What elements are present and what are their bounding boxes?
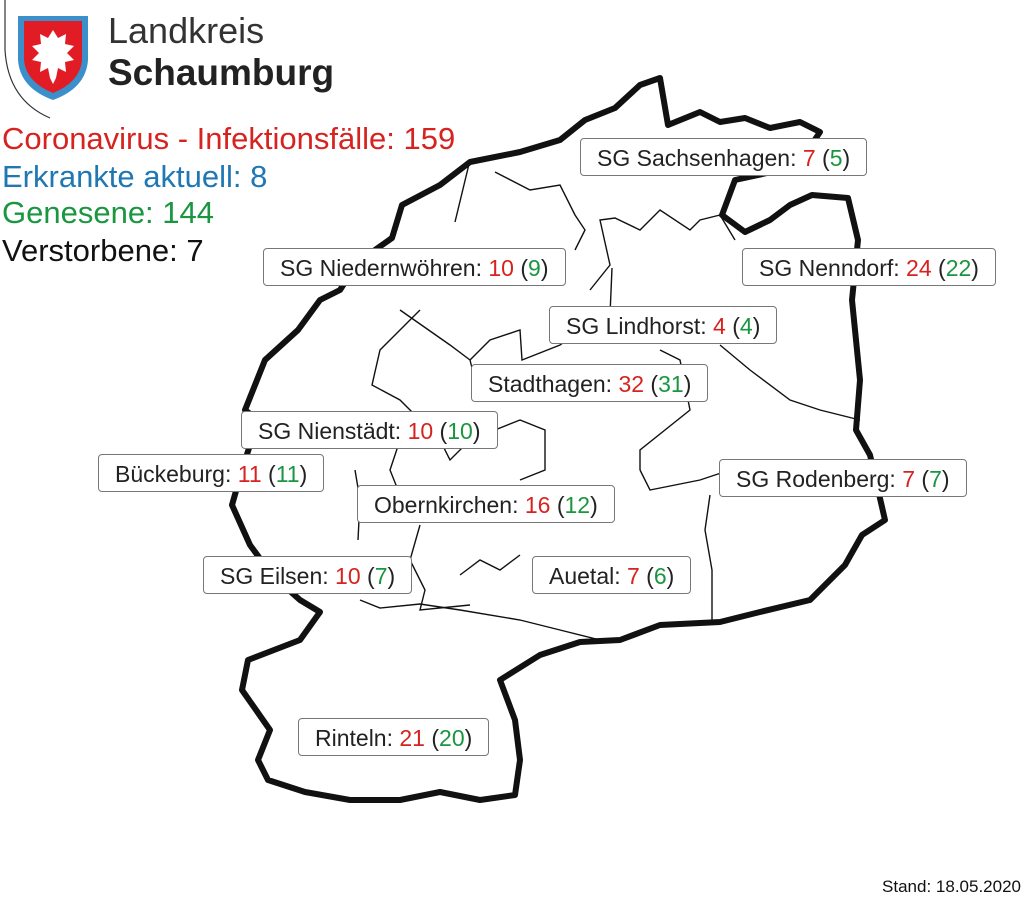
region-label: SG Rodenberg: 7 (7) bbox=[719, 459, 967, 497]
region-recovered: 9 bbox=[528, 255, 541, 281]
region-recovered: 31 bbox=[658, 371, 684, 397]
region-label: SG Nenndorf: 24 (22) bbox=[742, 248, 996, 286]
region-label: SG Nienstädt: 10 (10) bbox=[241, 411, 498, 449]
region-name: SG Rodenberg: bbox=[736, 466, 896, 492]
stat-infections: Coronavirus - Infektionsfälle: 159 bbox=[2, 121, 456, 156]
region-cases: 16 bbox=[524, 492, 551, 518]
region-name: Stadthagen: bbox=[488, 371, 613, 397]
region-recovered: 22 bbox=[945, 255, 972, 281]
brand-landkreis: Landkreis bbox=[108, 10, 265, 51]
region-label: Auetal: 7 (6) bbox=[532, 556, 692, 594]
region-name: SG Eilsen: bbox=[220, 563, 329, 589]
brand-schaumburg: Schaumburg bbox=[108, 52, 335, 93]
region-name: SG Sachsenhagen: bbox=[597, 145, 797, 171]
region-recovered: 20 bbox=[439, 725, 465, 751]
region-name: Auetal: bbox=[549, 563, 621, 589]
region-recovered: 7 bbox=[374, 563, 388, 589]
region-label: Bückeburg: 11 (11) bbox=[98, 454, 325, 492]
region-cases: 21 bbox=[399, 725, 425, 751]
district-outline bbox=[229, 75, 888, 803]
region-cases: 10 bbox=[335, 563, 361, 589]
region-recovered: 6 bbox=[653, 563, 667, 589]
stat-active: Erkrankte aktuell: 8 bbox=[2, 159, 268, 194]
region-cases: 11 bbox=[237, 461, 262, 487]
region-cases: 24 bbox=[906, 255, 932, 281]
region-name: Rinteln: bbox=[315, 725, 393, 751]
stat-recovered: Genesene: 144 bbox=[2, 195, 215, 230]
region-label: SG Sachsenhagen: 7 (5) bbox=[580, 138, 868, 176]
region-label: SG Lindhorst: 4 (4) bbox=[549, 306, 778, 344]
region-name: SG Lindhorst: bbox=[566, 313, 707, 339]
region-label: Obernkirchen: 16 (12) bbox=[357, 485, 615, 523]
region-label: SG Eilsen: 10 (7) bbox=[203, 556, 413, 594]
region-name: Obernkirchen: bbox=[374, 492, 519, 518]
coat-of-arms-logo bbox=[4, 0, 88, 119]
region-cases: 7 bbox=[902, 466, 916, 492]
region-recovered: 4 bbox=[739, 313, 753, 339]
region-recovered: 11 bbox=[275, 461, 300, 487]
region-label: Rinteln: 21 (20) bbox=[298, 718, 490, 756]
region-name: SG Nienstädt: bbox=[258, 418, 402, 444]
region-label: Stadthagen: 32 (31) bbox=[471, 364, 709, 402]
date-stamp: Stand: 18.05.2020 bbox=[882, 877, 1021, 896]
region-name: SG Nenndorf: bbox=[759, 255, 900, 281]
region-recovered: 5 bbox=[829, 145, 843, 171]
region-recovered: 12 bbox=[564, 492, 591, 518]
region-name: SG Niedernwöhren: bbox=[280, 255, 482, 281]
region-label: SG Niedernwöhren: 10 (9) bbox=[263, 248, 566, 286]
region-name: Bückeburg: bbox=[115, 461, 232, 487]
region-cases: 10 bbox=[488, 255, 514, 281]
region-cases: 10 bbox=[407, 418, 434, 444]
region-cases: 7 bbox=[627, 563, 640, 589]
region-recovered: 10 bbox=[447, 418, 473, 444]
stat-deaths: Verstorbene: 7 bbox=[2, 233, 204, 268]
region-cases: 7 bbox=[802, 145, 816, 171]
region-cases: 32 bbox=[618, 371, 645, 397]
region-recovered: 7 bbox=[929, 466, 942, 492]
region-cases: 4 bbox=[713, 313, 726, 339]
